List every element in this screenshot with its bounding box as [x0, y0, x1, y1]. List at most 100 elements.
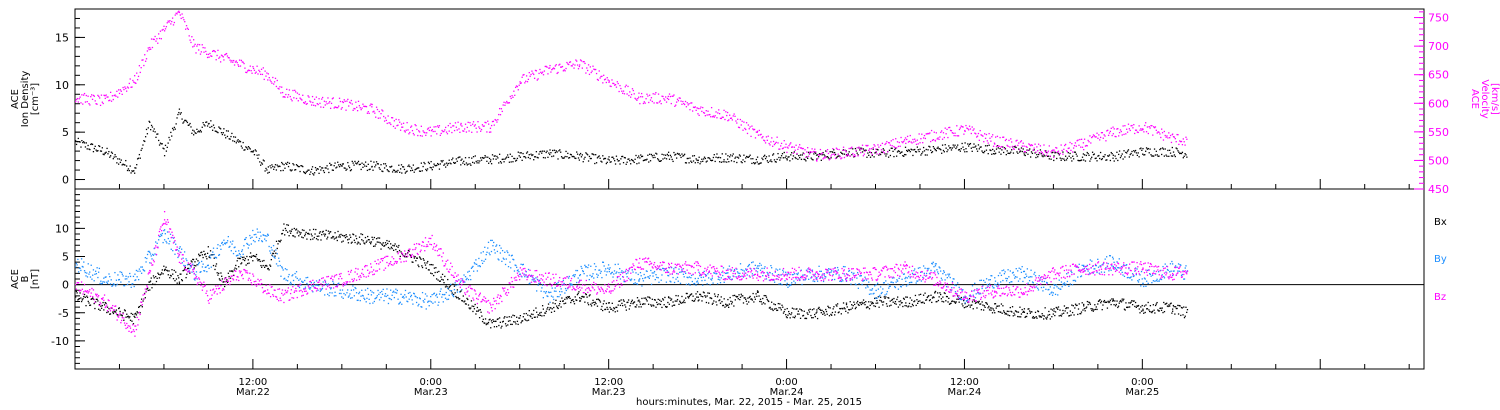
by-point [536, 290, 538, 292]
by-point [427, 300, 430, 302]
velocity-point [1042, 153, 1044, 155]
density-point [284, 167, 286, 169]
bx-point [301, 236, 303, 238]
velocity-point [426, 128, 429, 130]
velocity-point [743, 121, 745, 123]
bx-point [233, 269, 235, 271]
bx-point [713, 300, 715, 302]
density-point [424, 163, 426, 165]
density-point [993, 150, 996, 152]
velocity-point [128, 82, 130, 85]
density-point [146, 133, 149, 135]
velocity-point [334, 106, 336, 108]
density-point [1022, 148, 1024, 150]
velocity-point [524, 82, 526, 84]
density-point [989, 149, 991, 151]
bx-point [461, 299, 463, 302]
by-point [244, 238, 247, 240]
velocity-point [983, 141, 985, 143]
density-point [649, 160, 652, 162]
by-point [122, 275, 124, 277]
density-point [467, 163, 469, 165]
velocity-point [860, 151, 862, 154]
density-point [281, 163, 284, 165]
velocity-point [272, 76, 274, 79]
density-point [498, 153, 501, 155]
bx-point [106, 311, 108, 314]
bx-point [721, 300, 723, 303]
density-point [384, 163, 387, 165]
by-point [401, 296, 404, 298]
bx-point [754, 298, 756, 300]
bx-point [511, 323, 513, 326]
bx-point [716, 296, 719, 298]
velocity-point [449, 122, 451, 125]
by-point [259, 231, 261, 233]
density-point [404, 172, 406, 174]
by-point [311, 285, 313, 287]
density-point [121, 164, 123, 166]
velocity-point [1144, 124, 1146, 127]
by-point [194, 279, 196, 281]
bx-point [222, 281, 224, 283]
density-point [445, 166, 447, 168]
density-point [678, 153, 680, 155]
bx-point [335, 237, 337, 239]
bx-point [441, 273, 444, 276]
by-point [371, 291, 373, 293]
density-point [833, 151, 836, 154]
bx-point [693, 300, 696, 302]
by-point [424, 293, 427, 295]
density-point [118, 158, 121, 160]
density-point [729, 156, 731, 158]
bx-point [90, 298, 92, 300]
velocity-point [205, 50, 207, 53]
by-point [476, 270, 479, 272]
velocity-point [369, 104, 371, 107]
by-point [372, 292, 375, 294]
velocity-point [850, 147, 852, 149]
bx-point [97, 300, 99, 302]
bx-point [856, 300, 859, 303]
velocity-point [428, 129, 431, 132]
bx-point [604, 308, 607, 311]
by-point [105, 276, 107, 278]
density-point [206, 125, 209, 127]
bx-point [259, 260, 261, 263]
velocity-point [1024, 151, 1026, 153]
velocity-point [748, 128, 750, 130]
density-point [765, 156, 768, 158]
density-point [697, 159, 699, 161]
bx-point [1015, 310, 1017, 313]
density-point [102, 153, 104, 155]
by-point [305, 277, 307, 279]
bx-point [260, 264, 262, 267]
velocity-point [131, 86, 133, 88]
velocity-point [580, 60, 583, 62]
velocity-point [1063, 148, 1065, 150]
density-point [957, 149, 960, 151]
velocity-point [1101, 131, 1104, 134]
density-point [823, 153, 825, 156]
velocity-point [992, 134, 994, 136]
bx-point [725, 305, 728, 307]
density-point [791, 158, 794, 160]
bx-point [983, 305, 986, 307]
bx-point [1072, 305, 1074, 307]
by-point [481, 259, 483, 262]
density-point [480, 159, 483, 161]
density-point [717, 157, 719, 159]
bx-point [578, 291, 580, 293]
bx-point [293, 227, 295, 230]
bx-point [633, 301, 636, 303]
bx-point [722, 304, 725, 307]
density-point [771, 161, 773, 163]
density-point [475, 160, 477, 163]
density-point [1045, 150, 1047, 152]
bx-point [972, 308, 974, 310]
by-point [469, 275, 471, 277]
bx-point [788, 310, 790, 313]
by-point [277, 265, 279, 267]
velocity-point [259, 70, 261, 73]
velocity-point [323, 100, 326, 102]
